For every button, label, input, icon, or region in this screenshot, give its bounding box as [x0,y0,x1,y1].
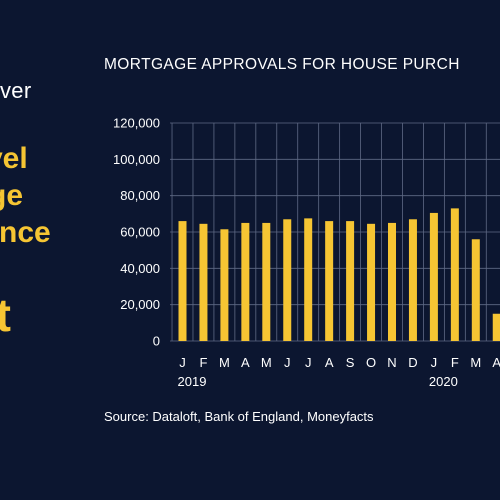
headline-line-2: ge [0,179,24,212]
bar [241,222,250,341]
x-tick-label: N [387,355,396,370]
bar [283,219,292,341]
bar [408,219,417,341]
x-tick-label: J [305,355,312,370]
x-tick-label: M [219,355,230,370]
bars [178,208,500,341]
bar [304,218,313,341]
bar [346,221,355,341]
bar [450,208,459,341]
headline-line-1: vel [0,142,28,175]
x-tick-label: J [179,355,186,370]
bar [325,221,334,341]
x-tick-label: F [199,355,207,370]
y-tick-label: 60,000 [120,225,160,240]
bar [429,212,438,341]
y-axis-ticks: 0 20,000 40,000 60,000 80,000 100,000 120,000 [113,116,160,349]
left-panel: ver vel ge since st [0,0,100,500]
bar [367,223,376,341]
x-tick-label: A [492,355,500,370]
x-year-label: 2020 [429,374,458,389]
bar [471,239,480,341]
bar [220,229,229,341]
bar [199,223,208,341]
source-note: Source: Dataloft, Bank of England, Money… [104,409,374,424]
x-year-label: 2019 [178,374,207,389]
x-tick-label: A [241,355,250,370]
headline-big: st [0,289,11,341]
bar [492,313,500,341]
x-tick-label: J [284,355,291,370]
x-tick-label: O [366,355,376,370]
grid-lines [170,122,500,342]
y-tick-label: 20,000 [120,297,160,312]
y-tick-label: 0 [153,334,160,349]
x-tick-label: S [346,355,355,370]
y-tick-label: 100,000 [113,152,160,167]
x-tick-label: M [470,355,481,370]
bar [178,221,187,341]
bar [262,222,271,341]
y-tick-label: 80,000 [120,188,160,203]
subheading-fragment: ver [0,78,32,103]
x-tick-label: D [408,355,417,370]
x-tick-label: M [261,355,272,370]
bar [388,222,396,341]
y-tick-label: 120,000 [113,116,160,131]
x-tick-label: F [451,355,459,370]
headline: vel ge since st [0,140,51,340]
chart-title: MORTGAGE APPROVALS FOR HOUSE PURCH [104,56,460,73]
y-tick-label: 40,000 [120,261,160,276]
x-tick-label: J [431,355,438,370]
headline-line-3: since [0,216,51,249]
x-tick-label: A [325,355,334,370]
